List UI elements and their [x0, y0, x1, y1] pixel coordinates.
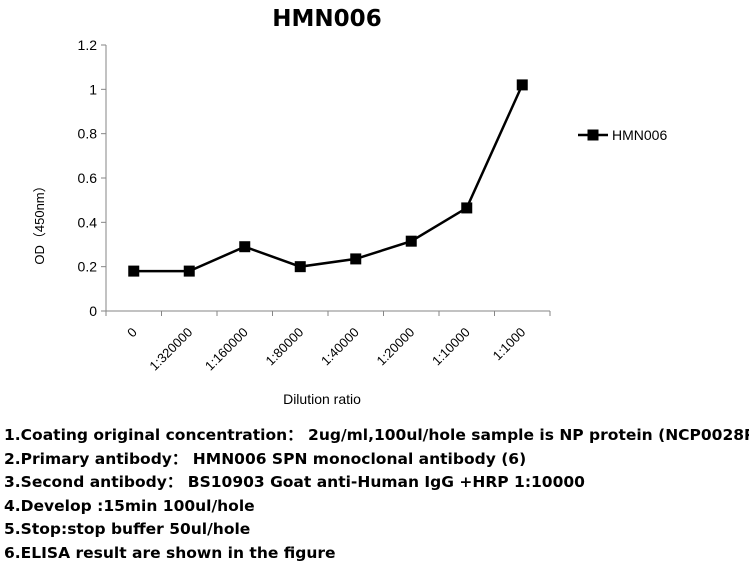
chart-title: HMN006 [272, 6, 381, 32]
protocol-note: 4.Develop :15min 100ul/hole [4, 496, 255, 515]
x-axis: 0 1:320000 1:160000 1:80000 1:40000 1:20000 1:… [105, 310, 551, 374]
data-point [350, 253, 362, 265]
y-tick-label: 0.8 [78, 126, 98, 142]
x-tick-label: 1:10000 [429, 325, 473, 369]
x-tick-label: 1:1000 [490, 325, 529, 364]
legend-label: HMN006 [612, 127, 667, 143]
y-tick-label: 0.4 [78, 214, 98, 230]
protocol-notes: 1.Coating original concentration： 2ug/ml… [4, 424, 749, 566]
protocol-note: 5.Stop:stop buffer 50ul/hole [4, 520, 251, 539]
x-tick-label: 1:160000 [202, 325, 251, 374]
x-tick-label: 1:20000 [374, 325, 418, 369]
protocol-note: 1.Coating original concentration： 2ug/ml… [4, 426, 749, 444]
x-axis-label: Dilution ratio [283, 391, 361, 407]
data-point [516, 79, 528, 91]
protocol-note: 2.Primary antibody： HMN006 SPN monoclona… [4, 449, 527, 468]
y-tick-label: 1 [89, 81, 97, 97]
elisa-line-chart: HMN006 0 0.2 0.4 0.6 0.8 1 1.2 0 1:320000 1:1600… [32, 6, 667, 407]
x-tick-label: 1:80000 [263, 325, 307, 369]
series-line [133, 84, 524, 273]
y-axis: 0 0.2 0.4 0.6 0.8 1 1.2 [78, 37, 107, 319]
data-point [294, 261, 306, 273]
legend-marker [587, 129, 599, 141]
data-point [405, 235, 417, 247]
y-tick-label: 0.2 [78, 259, 98, 275]
x-tick-label: 0 [124, 325, 140, 341]
legend: HMN006 [578, 127, 667, 143]
y-tick-label: 0 [89, 303, 97, 319]
y-tick-label: 0.6 [78, 170, 98, 186]
x-tick-label: 1:40000 [318, 325, 362, 369]
y-tick-label: 1.2 [78, 37, 98, 53]
protocol-note: 6.ELISA result are shown in the figure [4, 543, 336, 562]
data-point [183, 265, 195, 277]
x-tick-label: 1:320000 [146, 325, 195, 374]
y-axis-label: OD（450nm） [32, 179, 47, 264]
series-layer [128, 79, 528, 277]
data-point [239, 241, 251, 253]
protocol-note: 3.Second antibody： BS10903 Goat anti-Hum… [4, 473, 585, 492]
data-point [461, 202, 473, 214]
data-point [128, 265, 140, 277]
